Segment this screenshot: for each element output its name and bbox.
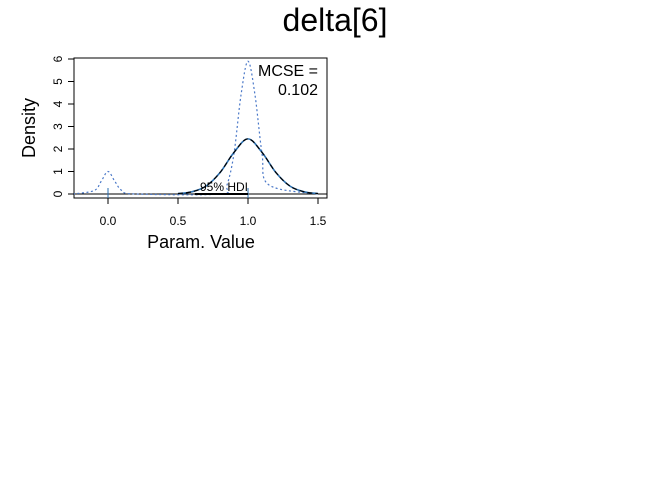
y-axis-label: Density (19, 98, 39, 158)
plot-frame (73, 57, 328, 199)
plot-area: 95% HDI MCSE = 0.102 (72, 57, 328, 199)
hdi-label: 95% HDI (200, 180, 248, 194)
x-axis-label: Param. Value (147, 232, 255, 252)
density-series-dashed (177, 138, 319, 195)
y-tick-label: 3 (51, 123, 65, 130)
density-series-dotted (72, 60, 319, 196)
x-tick-label: 0.5 (170, 214, 187, 228)
x-tick-label: 1.0 (240, 214, 257, 228)
mcse-value: 0.102 (278, 82, 318, 99)
hdi-markers (107, 188, 249, 198)
y-tick-label: 0 (51, 190, 65, 197)
x-tick-label: 1.5 (310, 214, 327, 228)
y-tick-label: 2 (51, 145, 65, 152)
mcse-label: MCSE = (258, 63, 318, 80)
x-axis: 0.0 0.5 1.0 1.5 (100, 198, 327, 228)
y-tick-label: 4 (51, 100, 65, 107)
y-tick-label: 5 (51, 78, 65, 85)
x-tick-label: 0.0 (100, 214, 117, 228)
y-tick-label: 6 (51, 55, 65, 62)
y-tick-label: 1 (51, 168, 65, 175)
chart-title: delta[6] (283, 2, 388, 38)
y-axis: 0 1 2 3 4 5 6 (51, 55, 74, 197)
